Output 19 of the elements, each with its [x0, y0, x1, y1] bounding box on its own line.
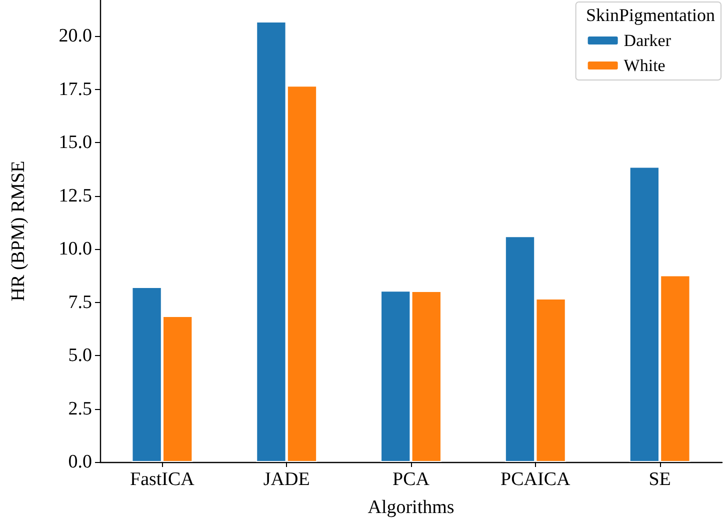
x-tick-label: SE — [648, 469, 671, 490]
y-tick-label: 12.5 — [58, 185, 92, 206]
y-axis-title: HR (BPM) RMSE — [8, 160, 29, 302]
y-tick-label: 15.0 — [58, 132, 92, 154]
legend-label: White — [624, 56, 666, 75]
x-tick-label: FastICA — [130, 469, 195, 490]
y-tick-label: 17.5 — [58, 78, 92, 100]
x-tick-label: PCAICA — [500, 469, 571, 490]
y-tick-label: 10.0 — [58, 238, 92, 260]
y-tick-label: 0.0 — [68, 452, 92, 472]
legend-title: SkinPigmentation — [586, 5, 716, 25]
y-tick-label: 20.0 — [58, 26, 92, 47]
y-tick-label: 5.0 — [68, 345, 92, 366]
x-axis-title: Algorithms — [368, 497, 454, 518]
y-tick-label: 7.5 — [68, 292, 92, 313]
x-tick-label: PCA — [392, 469, 430, 490]
legend-label: Darker — [624, 31, 672, 50]
x-tick-label: JADE — [263, 469, 310, 490]
y-tick-label: 2.5 — [68, 398, 92, 420]
